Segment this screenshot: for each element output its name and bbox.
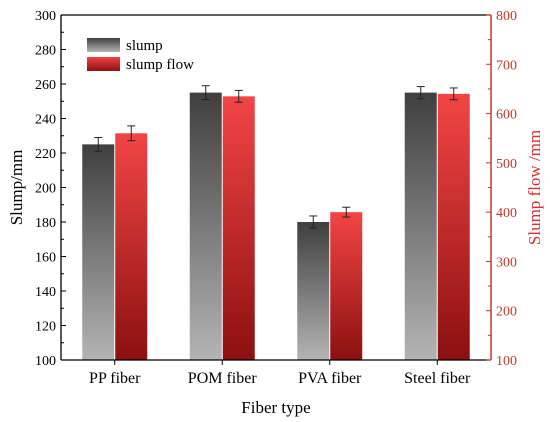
axis-ticks-layer: PP fiber POM fiber PVA fiber Steel fiber 100…	[35, 9, 517, 387]
x-tick-label-3: Steel fiber	[404, 370, 471, 387]
x-tick-label-2: PVA fiber	[298, 370, 362, 387]
left-tick-label-5: 200	[35, 182, 56, 197]
bar-slump-flow-2	[330, 212, 363, 360]
right-tick-label-5: 600	[496, 108, 517, 123]
left-tick-label-3: 160	[35, 251, 56, 266]
right-tick-label-3: 400	[496, 206, 517, 221]
bar-slump-1	[189, 92, 222, 360]
bar-slump-flow-1	[222, 96, 255, 361]
error-bars-layer	[94, 85, 458, 229]
left-tick-label-8: 260	[35, 78, 56, 93]
left-tick-label-7: 240	[35, 113, 56, 128]
right-tick-label-0: 100	[496, 354, 517, 369]
right-tick-label-6: 700	[496, 58, 517, 73]
bar-slump-flow-0	[115, 133, 148, 360]
left-tick-label-2: 140	[35, 285, 56, 300]
left-tick-label-9: 280	[35, 44, 56, 59]
right-y-axis-title: Slump flow /mm	[525, 130, 544, 245]
right-tick-label-7: 800	[496, 9, 517, 24]
legend-label-slump-flow: slump flow	[126, 57, 194, 73]
left-tick-label-10: 300	[35, 9, 56, 24]
legend-swatch-slump	[87, 38, 120, 52]
right-tick-label-4: 500	[496, 157, 517, 172]
left-tick-label-4: 180	[35, 216, 56, 231]
bar-slump-0	[82, 144, 115, 360]
x-tick-label-1: POM fiber	[188, 370, 258, 387]
bars-layer	[82, 92, 470, 361]
left-tick-label-6: 220	[35, 147, 56, 162]
legend-swatch-slump-flow	[87, 57, 120, 71]
x-tick-label-0: PP fiber	[89, 370, 141, 387]
left-y-axis-title: Slump/mm	[7, 150, 26, 226]
left-tick-label-1: 120	[35, 320, 56, 335]
x-axis-title: Fiber type	[241, 398, 310, 417]
bar-slump-2	[297, 222, 330, 360]
left-tick-label-0: 100	[35, 354, 56, 369]
legend-label-slump: slump	[126, 38, 163, 54]
right-tick-label-1: 200	[496, 305, 517, 320]
legend: slump slump flow	[87, 38, 194, 73]
bar-slump-3	[404, 92, 437, 360]
bar-slump-flow-3	[437, 93, 470, 360]
right-tick-label-2: 300	[496, 255, 517, 270]
